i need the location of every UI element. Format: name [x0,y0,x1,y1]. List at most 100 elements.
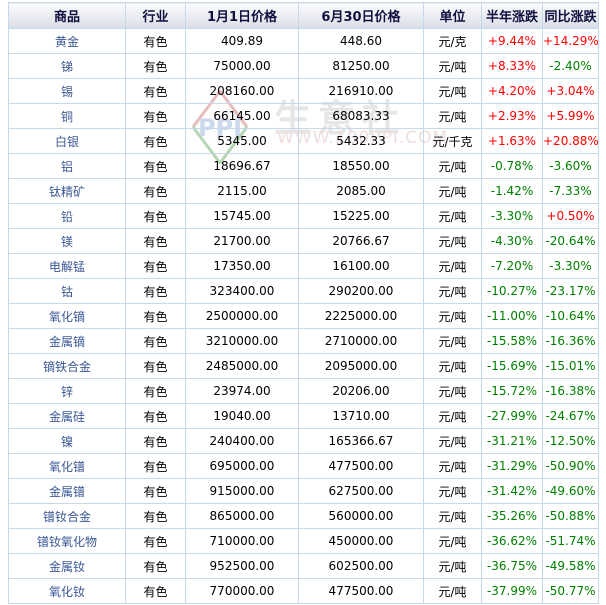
price-table: 商品 行业 1月1日价格 6月30日价格 单位 半年涨跌 同比涨跌 黄金 有色 409.89 44… [8,2,599,604]
product-link[interactable]: 钴 [8,278,126,304]
half-year-change-cell: -31.29% [481,453,543,479]
price-jan1-cell: 18696.67 [185,153,299,179]
table-row: 铅有色 15745.00 15225.00 元/吨 -3.30% +0.50% [8,203,599,229]
unit-cell: 元/吨 [423,578,482,604]
price-jun30-cell: 216910.00 [298,78,424,104]
half-year-change-cell: -11.00% [481,303,543,329]
yoy-change-cell: -10.64% [542,303,599,329]
industry-cell: 有色 [125,353,186,379]
half-year-change-cell: -36.75% [481,553,543,579]
price-jan1-cell: 208160.00 [185,78,299,104]
industry-cell: 有色 [125,228,186,254]
product-link[interactable]: 铝 [8,153,126,179]
unit-cell: 元/吨 [423,453,482,479]
product-link[interactable]: 镨钕氧化物 [8,528,126,554]
unit-cell: 元/吨 [423,303,482,329]
table-row: 锌有色 23974.00 20206.00 元/吨 -15.72% -16.38% [8,378,599,404]
price-jun30-cell: 450000.00 [298,528,424,554]
product-link[interactable]: 氧化镝 [8,303,126,329]
unit-cell: 元/吨 [423,53,482,79]
industry-cell: 有色 [125,378,186,404]
product-link[interactable]: 铅 [8,203,126,229]
yoy-change-cell: -50.77% [542,578,599,604]
unit-cell: 元/吨 [423,403,482,429]
industry-cell: 有色 [125,578,186,604]
unit-cell: 元/吨 [423,103,482,129]
table-row: 金属镨 有色 915000.00 627500.00 元/吨 -31.42% -49.60% [8,478,599,504]
price-jan1-cell: 21700.00 [185,228,299,254]
column-header-yoy-change: 同比涨跌 [542,2,599,29]
product-link[interactable]: 黄金 [8,28,126,54]
price-jan1-cell: 2115.00 [185,178,299,204]
yoy-change-cell: -16.36% [542,328,599,354]
table-row: 镝铁合金 有色 2485000.00 2095000.00 元/吨 -15.69% -15.… [8,353,599,379]
product-link[interactable]: 镍 [8,428,126,454]
product-link[interactable]: 金属镨 [8,478,126,504]
yoy-change-cell: -2.40% [542,53,599,79]
table-row: 锡有色 208160.00 216910.00 元/吨 +4.20% +3.04% [8,78,599,104]
price-jun30-cell: 16100.00 [298,253,424,279]
price-jan1-cell: 770000.00 [185,578,299,604]
table-row: 金属钕 有色 952500.00 602500.00 元/吨 -36.75% -49.58% [8,553,599,579]
table-body: 黄金 有色 409.89 448.60 元/克 +9.44% +14.29% 锑有色 75000… [8,28,599,604]
product-link[interactable]: 镨钕合金 [8,503,126,529]
half-year-change-cell: -4.30% [481,228,543,254]
table-row: 氧化镝 有色 2500000.00 2225000.00 元/吨 -11.00% -10.6… [8,303,599,329]
table-row: 镍有色 240400.00 165366.67 元/吨 -31.21% -12.50% [8,428,599,454]
product-link[interactable]: 钛精矿 [8,178,126,204]
product-link[interactable]: 锑 [8,53,126,79]
half-year-change-cell: -15.69% [481,353,543,379]
half-year-change-cell: -7.20% [481,253,543,279]
price-jan1-cell: 695000.00 [185,453,299,479]
product-link[interactable]: 金属镝 [8,328,126,354]
table-row: 镨钕氧化物 有色 710000.00 450000.00 元/吨 -36.62% -51.7… [8,528,599,554]
price-jun30-cell: 560000.00 [298,503,424,529]
product-link[interactable]: 锌 [8,378,126,404]
column-header-price-jan1: 1月1日价格 [185,2,299,29]
yoy-change-cell: -12.50% [542,428,599,454]
price-jan1-cell: 865000.00 [185,503,299,529]
table-row: 金属硅 有色 19040.00 13710.00 元/吨 -27.99% -24.67% [8,403,599,429]
unit-cell: 元/克 [423,28,482,54]
product-link[interactable]: 白银 [8,128,126,154]
price-jun30-cell: 448.60 [298,28,424,54]
product-link[interactable]: 锡 [8,78,126,104]
column-header-price-jun30: 6月30日价格 [298,2,424,29]
product-link[interactable]: 镝铁合金 [8,353,126,379]
product-link[interactable]: 铜 [8,103,126,129]
industry-cell: 有色 [125,178,186,204]
table-row: 电解锰 有色 17350.00 16100.00 元/吨 -7.20% -3.30% [8,253,599,279]
price-jan1-cell: 66145.00 [185,103,299,129]
price-jun30-cell: 165366.67 [298,428,424,454]
table-row: 钴有色 323400.00 290200.00 元/吨 -10.27% -23.17% [8,278,599,304]
product-link[interactable]: 氧化钕 [8,578,126,604]
table-row: 镨钕合金 有色 865000.00 560000.00 元/吨 -35.26% -50.88… [8,503,599,529]
industry-cell: 有色 [125,203,186,229]
unit-cell: 元/吨 [423,428,482,454]
product-link[interactable]: 金属钕 [8,553,126,579]
price-jan1-cell: 75000.00 [185,53,299,79]
half-year-change-cell: -0.78% [481,153,543,179]
table-row: 氧化钕 有色 770000.00 477500.00 元/吨 -37.99% -50.77% [8,578,599,604]
header-row: 商品 行业 1月1日价格 6月30日价格 单位 半年涨跌 同比涨跌 [8,2,599,29]
unit-cell: 元/吨 [423,503,482,529]
half-year-change-cell: -3.30% [481,203,543,229]
yoy-change-cell: +3.04% [542,78,599,104]
price-jun30-cell: 2095000.00 [298,353,424,379]
product-link[interactable]: 镁 [8,228,126,254]
yoy-change-cell: -51.74% [542,528,599,554]
table-row: 镁有色 21700.00 20766.67 元/吨 -4.30% -20.64% [8,228,599,254]
table-header: 商品 行业 1月1日价格 6月30日价格 单位 半年涨跌 同比涨跌 [8,2,599,29]
unit-cell: 元/吨 [423,178,482,204]
half-year-change-cell: -10.27% [481,278,543,304]
price-jan1-cell: 15745.00 [185,203,299,229]
yoy-change-cell: -20.64% [542,228,599,254]
product-link[interactable]: 电解锰 [8,253,126,279]
half-year-change-cell: -37.99% [481,578,543,604]
product-link[interactable]: 氧化镨 [8,453,126,479]
half-year-change-cell: -1.42% [481,178,543,204]
half-year-change-cell: +8.33% [481,53,543,79]
price-jan1-cell: 23974.00 [185,378,299,404]
product-link[interactable]: 金属硅 [8,403,126,429]
industry-cell: 有色 [125,253,186,279]
